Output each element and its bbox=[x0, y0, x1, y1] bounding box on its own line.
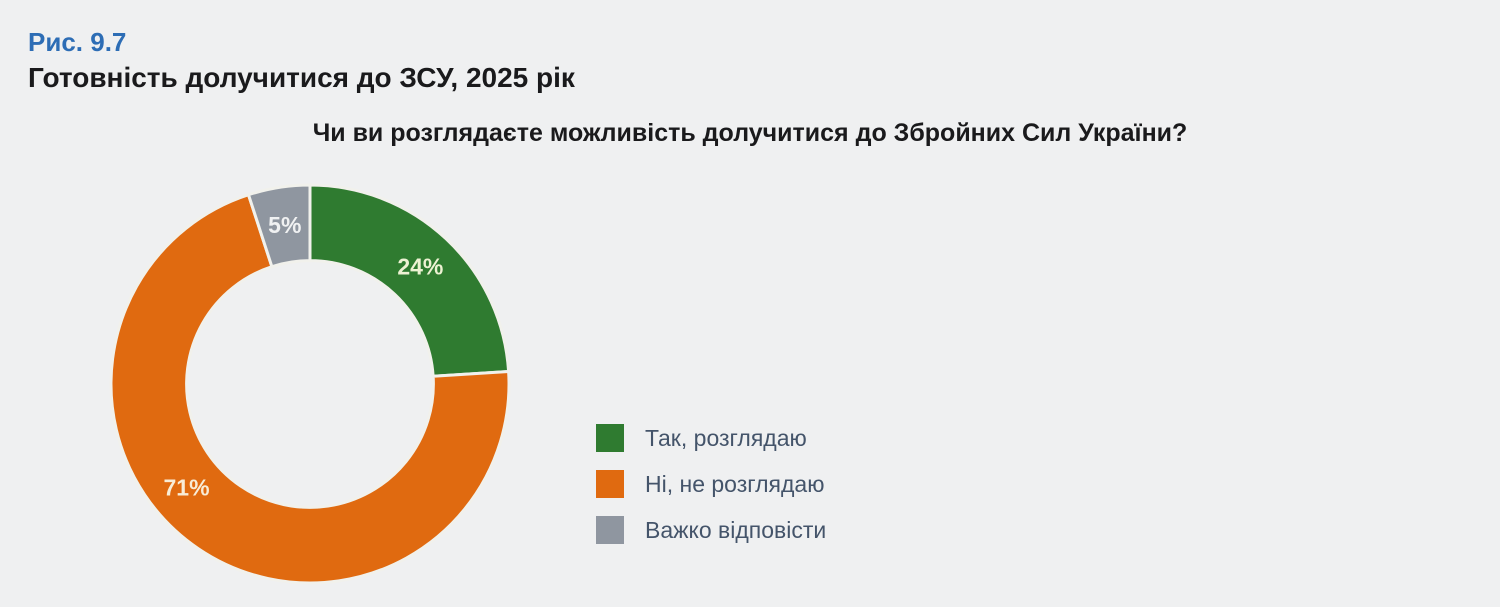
donut-chart: 24% 71% 5% bbox=[100, 174, 520, 594]
legend-swatch-1 bbox=[596, 470, 624, 498]
chart-legend: Так, розглядаю Ні, не розглядаю Важко відп… bbox=[596, 424, 826, 562]
figure-title: Готовність долучитися до ЗСУ, 2025 рік bbox=[28, 62, 575, 93]
figure-number: Рис. 9.7 bbox=[28, 27, 127, 57]
legend-label-1: Ні, не розглядаю bbox=[645, 470, 825, 497]
donut-segment-0 bbox=[308, 183, 511, 378]
donut-segment-value-label-1: 71% bbox=[163, 475, 209, 501]
donut-segment-1 bbox=[109, 192, 511, 585]
legend-item-0: Так, розглядаю bbox=[596, 424, 826, 452]
legend-swatch-2 bbox=[596, 516, 624, 544]
donut-segment-value-label-0: 24% bbox=[397, 253, 443, 279]
donut-segment-value-label-2: 5% bbox=[268, 212, 301, 238]
legend-swatch-0 bbox=[596, 424, 624, 452]
donut-segment-2 bbox=[246, 183, 312, 269]
legend-item-2: Важко відповісти bbox=[596, 516, 826, 544]
legend-label-2: Важко відповісти bbox=[645, 516, 827, 543]
legend-item-1: Ні, не розглядаю bbox=[596, 470, 826, 498]
chart-question-title: Чи ви розглядаєте можливість долучитися … bbox=[312, 119, 1188, 147]
donut-chart-svg: 24% 71% 5% bbox=[109, 183, 511, 585]
legend-label-0: Так, розглядаю bbox=[645, 424, 807, 451]
